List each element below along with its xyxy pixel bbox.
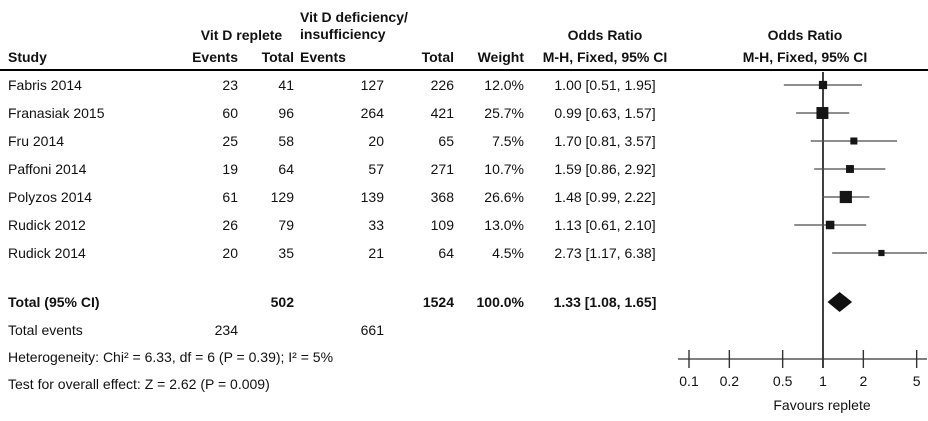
spacer (0, 267, 928, 288)
study-name: Paffoni 2014 (8, 161, 87, 177)
total-events-row: Total events 234 661 (0, 316, 928, 344)
events-deficiency: 21 (368, 245, 384, 261)
total-replete: 129 (270, 189, 294, 205)
study-row: Rudick 2012 26 79 33 109 13.0% 1.13 [0.61, 2.1… (0, 211, 928, 239)
plot-column-subtitle: M-H, Fixed, 95% CI (742, 49, 868, 65)
events-replete: 19 (222, 161, 238, 177)
total-deficiency-header: Total (421, 49, 454, 65)
study-name: Fru 2014 (8, 133, 65, 149)
total-deficiency: 368 (430, 189, 454, 205)
total-events-deficiency: 661 (360, 322, 384, 338)
events-replete: 60 (222, 105, 238, 121)
plot-space (682, 211, 928, 239)
total-or-ci-text: 1.33 [1.08, 1.65] (553, 294, 657, 310)
study-column-header: Study (8, 49, 47, 65)
or-ci-text: 0.99 [0.63, 1.57] (554, 105, 656, 121)
total-replete: 58 (278, 133, 294, 149)
study-row: Polyzos 2014 61 129 139 368 26.6% 1.48 [0.99, … (0, 183, 928, 211)
table-header: Vit D replete Vit D deficiency/ insuffic… (0, 0, 928, 71)
events-deficiency: 33 (368, 217, 384, 233)
study-rows: Fabris 2014 23 41 127 226 12.0% 1.00 [0.51, 1.… (0, 71, 928, 267)
or-column-title: Odds Ratio (567, 27, 643, 43)
group2-header-line1: Vit D deficiency/ (300, 9, 408, 25)
weight-column-header: Weight (477, 49, 524, 65)
events-deficiency: 127 (360, 77, 384, 93)
study-row: Fabris 2014 23 41 127 226 12.0% 1.00 [0.51, 1.… (0, 71, 928, 99)
weight-value: 7.5% (492, 133, 524, 149)
total-replete: 35 (278, 245, 294, 261)
weight-value: 4.5% (492, 245, 524, 261)
plot-space (682, 71, 928, 99)
group1-header: Vit D replete (200, 27, 283, 43)
total-deficiency: 421 (430, 105, 454, 121)
total-deficiency: 271 (430, 161, 454, 177)
events-deficiency: 20 (368, 133, 384, 149)
or-column-subtitle: M-H, Fixed, 95% CI (542, 49, 668, 65)
events-replete-header: Events (192, 49, 238, 65)
events-replete: 61 (222, 189, 238, 205)
study-row: Fru 2014 25 58 20 65 7.5% 1.70 [0.81, 3.57] (0, 127, 928, 155)
weight-value: 26.6% (484, 189, 524, 205)
total-label: Total (95% CI) (8, 294, 100, 310)
or-ci-text: 2.73 [1.17, 6.38] (554, 245, 656, 261)
events-deficiency: 139 (360, 189, 384, 205)
study-row: Paffoni 2014 19 64 57 271 10.7% 1.59 [0.86, 2.… (0, 155, 928, 183)
events-deficiency: 57 (368, 161, 384, 177)
total-deficiency: 226 (430, 77, 454, 93)
total-replete: 79 (278, 217, 294, 233)
or-ci-text: 1.13 [0.61, 2.10] (554, 217, 656, 233)
total-weight-value: 100.0% (476, 294, 524, 310)
weight-value: 12.0% (484, 77, 524, 93)
plot-space (682, 127, 928, 155)
plot-space (682, 155, 928, 183)
weight-value: 25.7% (484, 105, 524, 121)
total-deficiency: 65 (438, 133, 454, 149)
total-replete: 64 (278, 161, 294, 177)
heterogeneity-note: Heterogeneity: Chi² = 6.33, df = 6 (P = … (8, 349, 334, 365)
total-deficiency: 109 (430, 217, 454, 233)
total-deficiency-value: 1524 (422, 294, 454, 310)
total-replete: 41 (278, 77, 294, 93)
events-replete: 26 (222, 217, 238, 233)
plot-column-title: Odds Ratio (767, 27, 843, 43)
events-replete: 20 (222, 245, 238, 261)
plot-space (682, 183, 928, 211)
events-replete: 23 (222, 77, 238, 93)
total-replete: 96 (278, 105, 294, 121)
total-replete-header: Total (261, 49, 294, 65)
study-name: Fabris 2014 (8, 77, 82, 93)
total-deficiency: 64 (438, 245, 454, 261)
total-row: Total (95% CI) 502 1524 100.0% 1.33 [1.0… (0, 288, 928, 316)
group2-header-line2: insufficiency (300, 26, 386, 42)
study-name: Polyzos 2014 (8, 189, 93, 205)
axis-label: Favours replete (773, 397, 870, 413)
weight-value: 10.7% (484, 161, 524, 177)
or-ci-text: 1.59 [0.86, 2.92] (554, 161, 656, 177)
study-row: Rudick 2014 20 35 21 64 4.5% 2.73 [1.17, 6.38] (0, 239, 928, 267)
study-name: Rudick 2012 (8, 217, 86, 233)
or-ci-text: 1.48 [0.99, 2.22] (554, 189, 656, 205)
plot-space (682, 239, 928, 267)
events-deficiency: 264 (360, 105, 384, 121)
or-ci-text: 1.00 [0.51, 1.95] (554, 77, 656, 93)
total-events-label: Total events (8, 322, 83, 338)
events-replete: 25 (222, 133, 238, 149)
study-row: Franasiak 2015 60 96 264 421 25.7% 0.99 [0.63,… (0, 99, 928, 127)
study-name: Franasiak 2015 (8, 105, 105, 121)
or-ci-text: 1.70 [0.81, 3.57] (554, 133, 656, 149)
overall-effect-note: Test for overall effect: Z = 2.62 (P = 0… (8, 376, 270, 392)
weight-value: 13.0% (484, 217, 524, 233)
group2-header: Vit D deficiency/ insufficiency (298, 9, 458, 43)
events-deficiency-header: Events (300, 49, 346, 65)
plot-space (682, 99, 928, 127)
total-events-replete: 234 (214, 322, 238, 338)
study-name: Rudick 2014 (8, 245, 86, 261)
total-replete-value: 502 (270, 294, 294, 310)
